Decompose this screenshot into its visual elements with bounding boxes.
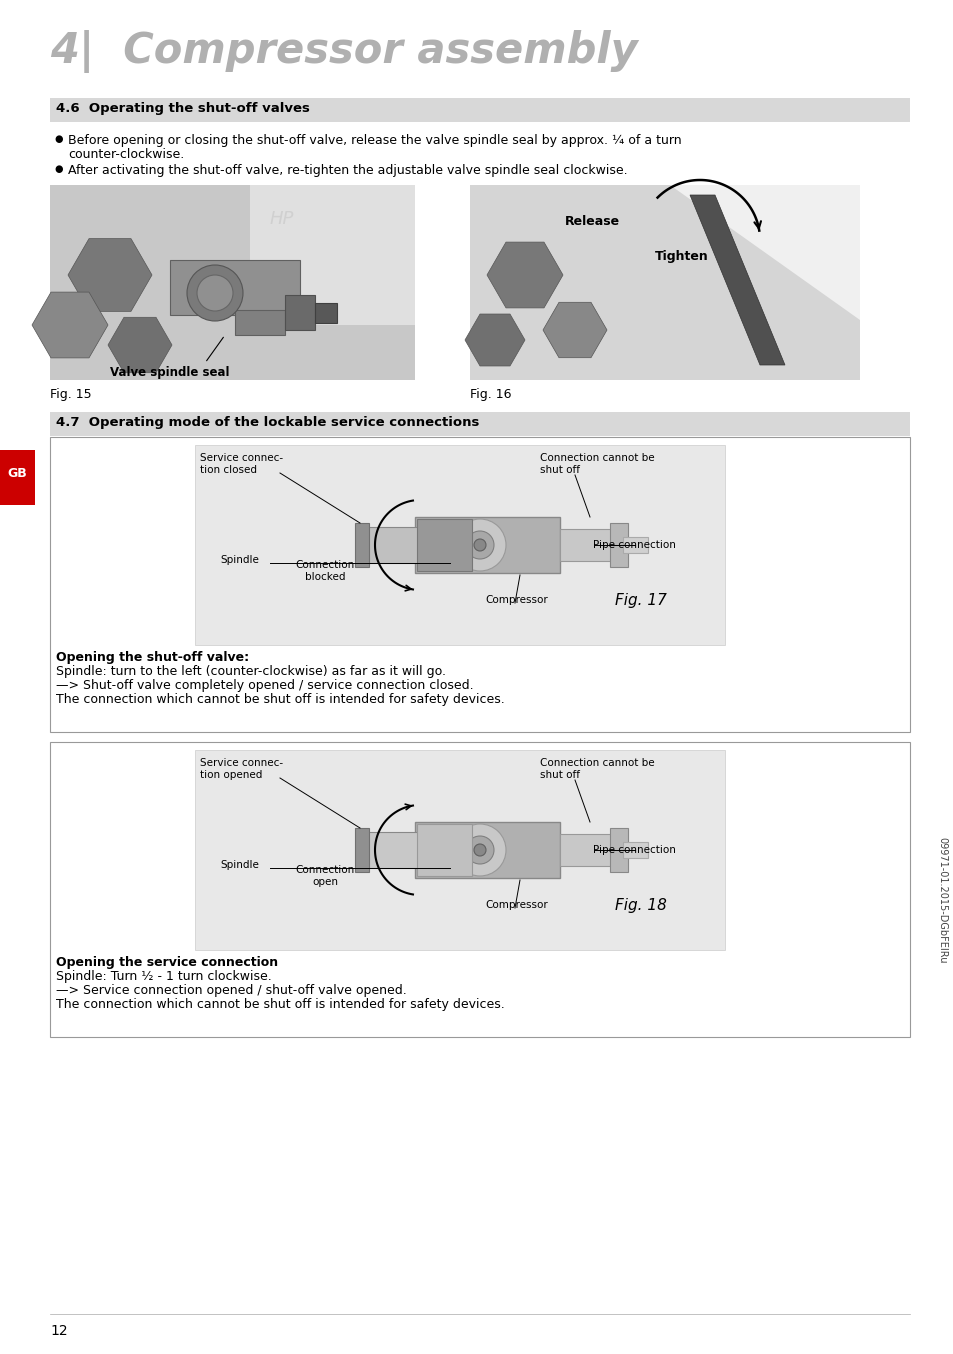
Text: Pipe connection: Pipe connection [593, 540, 675, 550]
Bar [365, 527, 419, 563]
Bar [50, 185, 415, 380]
Circle shape [196, 275, 233, 311]
Bar [355, 829, 369, 872]
Bar [609, 829, 627, 872]
Bar [622, 538, 647, 552]
Text: 12: 12 [50, 1324, 68, 1338]
Text: Compressor: Compressor [484, 594, 547, 605]
Bar [559, 529, 624, 561]
Bar [470, 185, 859, 380]
Text: HP: HP [270, 210, 294, 227]
Bar [355, 523, 369, 567]
Bar [609, 523, 627, 567]
Circle shape [474, 539, 485, 551]
Circle shape [454, 825, 505, 876]
Bar [622, 842, 647, 858]
Text: Tighten: Tighten [655, 250, 708, 263]
Polygon shape [689, 195, 784, 366]
Bar [50, 437, 909, 733]
Text: counter-clockwise.: counter-clockwise. [68, 148, 184, 161]
Circle shape [454, 519, 505, 571]
Text: The connection which cannot be shut off is intended for safety devices.: The connection which cannot be shut off … [56, 998, 504, 1011]
Polygon shape [464, 314, 524, 366]
Bar [170, 260, 299, 315]
Bar [194, 445, 724, 645]
Text: Connection cannot be
shut off: Connection cannot be shut off [539, 454, 654, 475]
Bar [194, 750, 724, 951]
Text: Spindle: Spindle [220, 860, 258, 871]
Bar [416, 825, 472, 876]
Text: Release: Release [564, 215, 619, 227]
Bar [365, 831, 419, 868]
Text: GB: GB [8, 467, 28, 481]
Bar [285, 295, 314, 330]
Circle shape [187, 265, 243, 321]
Bar [0, 450, 35, 505]
Bar [415, 517, 559, 573]
Circle shape [465, 531, 494, 559]
Text: Compressor: Compressor [484, 900, 547, 910]
Polygon shape [108, 317, 172, 372]
Text: 4.7  Operating mode of the lockable service connections: 4.7 Operating mode of the lockable servi… [56, 416, 478, 429]
Text: 4.6  Operating the shut-off valves: 4.6 Operating the shut-off valves [56, 102, 310, 115]
Bar [50, 742, 909, 1037]
Bar [234, 310, 285, 334]
Circle shape [465, 835, 494, 864]
Text: ●: ● [54, 164, 63, 175]
Text: Fig. 16: Fig. 16 [470, 389, 511, 401]
Bar [50, 412, 909, 436]
Text: Service connec-
tion closed: Service connec- tion closed [200, 454, 283, 475]
Text: 09971-01.2015-DGbFEIRu: 09971-01.2015-DGbFEIRu [936, 837, 946, 963]
Text: Fig. 15: Fig. 15 [50, 389, 91, 401]
Polygon shape [669, 185, 859, 320]
Text: Spindle: Turn ½ - 1 turn clockwise.: Spindle: Turn ½ - 1 turn clockwise. [56, 969, 272, 983]
Bar [559, 834, 624, 867]
Text: After activating the shut-off valve, re-tighten the adjustable valve spindle sea: After activating the shut-off valve, re-… [68, 164, 627, 177]
Polygon shape [486, 242, 562, 307]
Bar [250, 185, 415, 325]
Text: Service connec-
tion opened: Service connec- tion opened [200, 758, 283, 780]
Polygon shape [32, 292, 108, 357]
Bar [50, 97, 909, 122]
Text: Connection
open: Connection open [295, 865, 355, 887]
Bar [416, 519, 472, 571]
Circle shape [474, 844, 485, 856]
Text: —> Shut-off valve completely opened / service connection closed.: —> Shut-off valve completely opened / se… [56, 678, 473, 692]
Text: 4|  Compressor assembly: 4| Compressor assembly [50, 30, 638, 73]
Bar [415, 822, 559, 877]
Text: The connection which cannot be shut off is intended for safety devices.: The connection which cannot be shut off … [56, 693, 504, 705]
Text: Opening the shut-off valve:: Opening the shut-off valve: [56, 651, 249, 663]
Text: Spindle: turn to the left (counter-clockwise) as far as it will go.: Spindle: turn to the left (counter-clock… [56, 665, 446, 678]
Text: —> Service connection opened / shut-off valve opened.: —> Service connection opened / shut-off … [56, 984, 406, 997]
Text: Valve spindle seal: Valve spindle seal [110, 366, 230, 379]
Text: Before opening or closing the shut-off valve, release the valve spindle seal by : Before opening or closing the shut-off v… [68, 134, 680, 148]
Text: Fig. 18: Fig. 18 [615, 898, 666, 913]
Text: Connection
blocked: Connection blocked [295, 561, 355, 582]
Bar [314, 303, 336, 324]
Text: Connection cannot be
shut off: Connection cannot be shut off [539, 758, 654, 780]
Text: Fig. 17: Fig. 17 [615, 593, 666, 608]
Text: Spindle: Spindle [220, 555, 258, 565]
Polygon shape [542, 302, 606, 357]
Text: Pipe connection: Pipe connection [593, 845, 675, 854]
Text: Opening the service connection: Opening the service connection [56, 956, 278, 969]
Polygon shape [68, 238, 152, 311]
Text: ●: ● [54, 134, 63, 144]
